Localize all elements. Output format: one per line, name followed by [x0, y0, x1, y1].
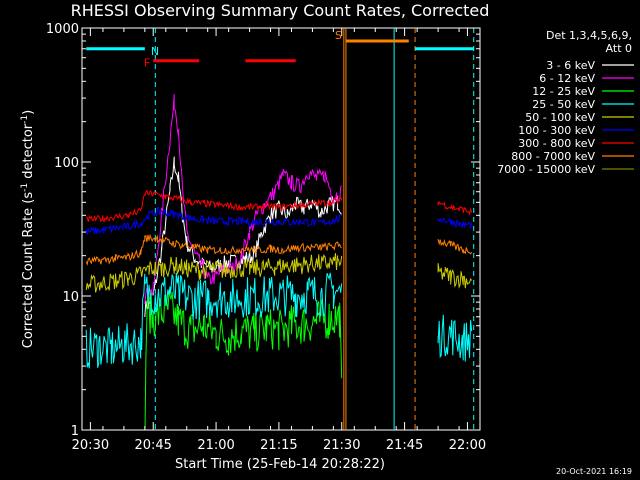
y-tick-label: 100 — [54, 156, 79, 171]
x-tick-label: 21:00 — [197, 438, 234, 453]
legend-label: 6 - 12 keV — [539, 72, 595, 85]
series-line-6 — [85, 189, 473, 223]
chart-title: RHESSI Observing Summary Count Rates, Co… — [71, 1, 490, 20]
footer-date: 20-Oct-2021 16:19 — [556, 467, 632, 476]
series-line-7 — [85, 233, 473, 266]
flag-bars — [86, 39, 474, 63]
legend-label: 100 - 300 keV — [518, 124, 595, 137]
legend-label: 25 - 50 keV — [532, 98, 595, 111]
series-line-3 — [85, 272, 473, 369]
x-tick-label: 20:45 — [134, 438, 171, 453]
series-line-0 — [144, 156, 343, 318]
legend-label: 300 - 800 keV — [518, 137, 595, 150]
vertical-markers — [154, 28, 475, 430]
legend-label: 3 - 6 keV — [546, 59, 595, 72]
series-lines — [85, 94, 473, 430]
x-axis-label: Start Time (25-Feb-14 20:28:22) — [175, 457, 385, 472]
y-tick-label: 1 — [71, 424, 79, 439]
legend-header-line1: Det 1,3,4,5,6,9, — [546, 29, 632, 42]
flag-labels: NF S — [144, 29, 342, 70]
y-axis-ticks: 1 10 100 1000 — [46, 22, 480, 439]
flag-label: S — [335, 29, 342, 42]
legend-label: 800 - 7000 keV — [511, 150, 595, 163]
x-tick-label: 20:30 — [72, 438, 109, 453]
series-line-1 — [144, 94, 343, 304]
legend-label: 12 - 25 keV — [532, 85, 595, 98]
flag-label: F — [144, 57, 150, 70]
y-tick-label: 10 — [62, 290, 79, 305]
legend-label: 50 - 100 keV — [525, 111, 595, 124]
flag-label: N — [151, 45, 159, 58]
series-line-2 — [144, 291, 343, 430]
x-tick-label: 21:15 — [260, 438, 297, 453]
y-tick-label: 1000 — [46, 22, 79, 37]
plot-frame — [81, 27, 481, 431]
y-axis-label: Corrected Count Rate (s-1 detector-1) — [20, 110, 36, 348]
legend-header-line2: Att 0 — [606, 42, 632, 55]
legend-label: 7000 - 15000 keV — [497, 163, 595, 176]
x-tick-label: 21:30 — [323, 438, 360, 453]
series-line-4 — [85, 253, 473, 293]
x-tick-label: 22:00 — [449, 438, 486, 453]
x-tick-label: 21:45 — [386, 438, 423, 453]
series-line-5 — [85, 206, 473, 235]
x-axis-ticks: 20:30 20:45 21:00 21:15 21:30 21:45 22:00 — [72, 28, 486, 453]
